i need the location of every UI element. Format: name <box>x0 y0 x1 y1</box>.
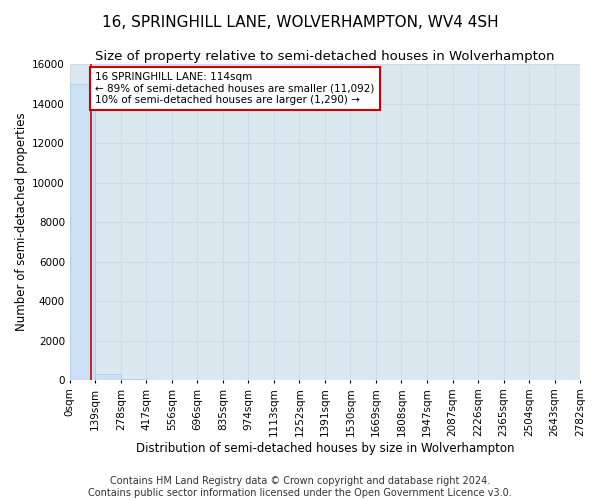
Bar <box>95 374 121 380</box>
Y-axis label: Number of semi-detached properties: Number of semi-detached properties <box>15 113 28 332</box>
Title: Size of property relative to semi-detached houses in Wolverhampton: Size of property relative to semi-detach… <box>95 50 554 63</box>
Bar <box>70 84 95 380</box>
Text: 16, SPRINGHILL LANE, WOLVERHAMPTON, WV4 4SH: 16, SPRINGHILL LANE, WOLVERHAMPTON, WV4 … <box>101 15 499 30</box>
Text: Contains HM Land Registry data © Crown copyright and database right 2024.
Contai: Contains HM Land Registry data © Crown c… <box>88 476 512 498</box>
X-axis label: Distribution of semi-detached houses by size in Wolverhampton: Distribution of semi-detached houses by … <box>136 442 514 455</box>
Text: 16 SPRINGHILL LANE: 114sqm
← 89% of semi-detached houses are smaller (11,092)
10: 16 SPRINGHILL LANE: 114sqm ← 89% of semi… <box>95 72 375 106</box>
